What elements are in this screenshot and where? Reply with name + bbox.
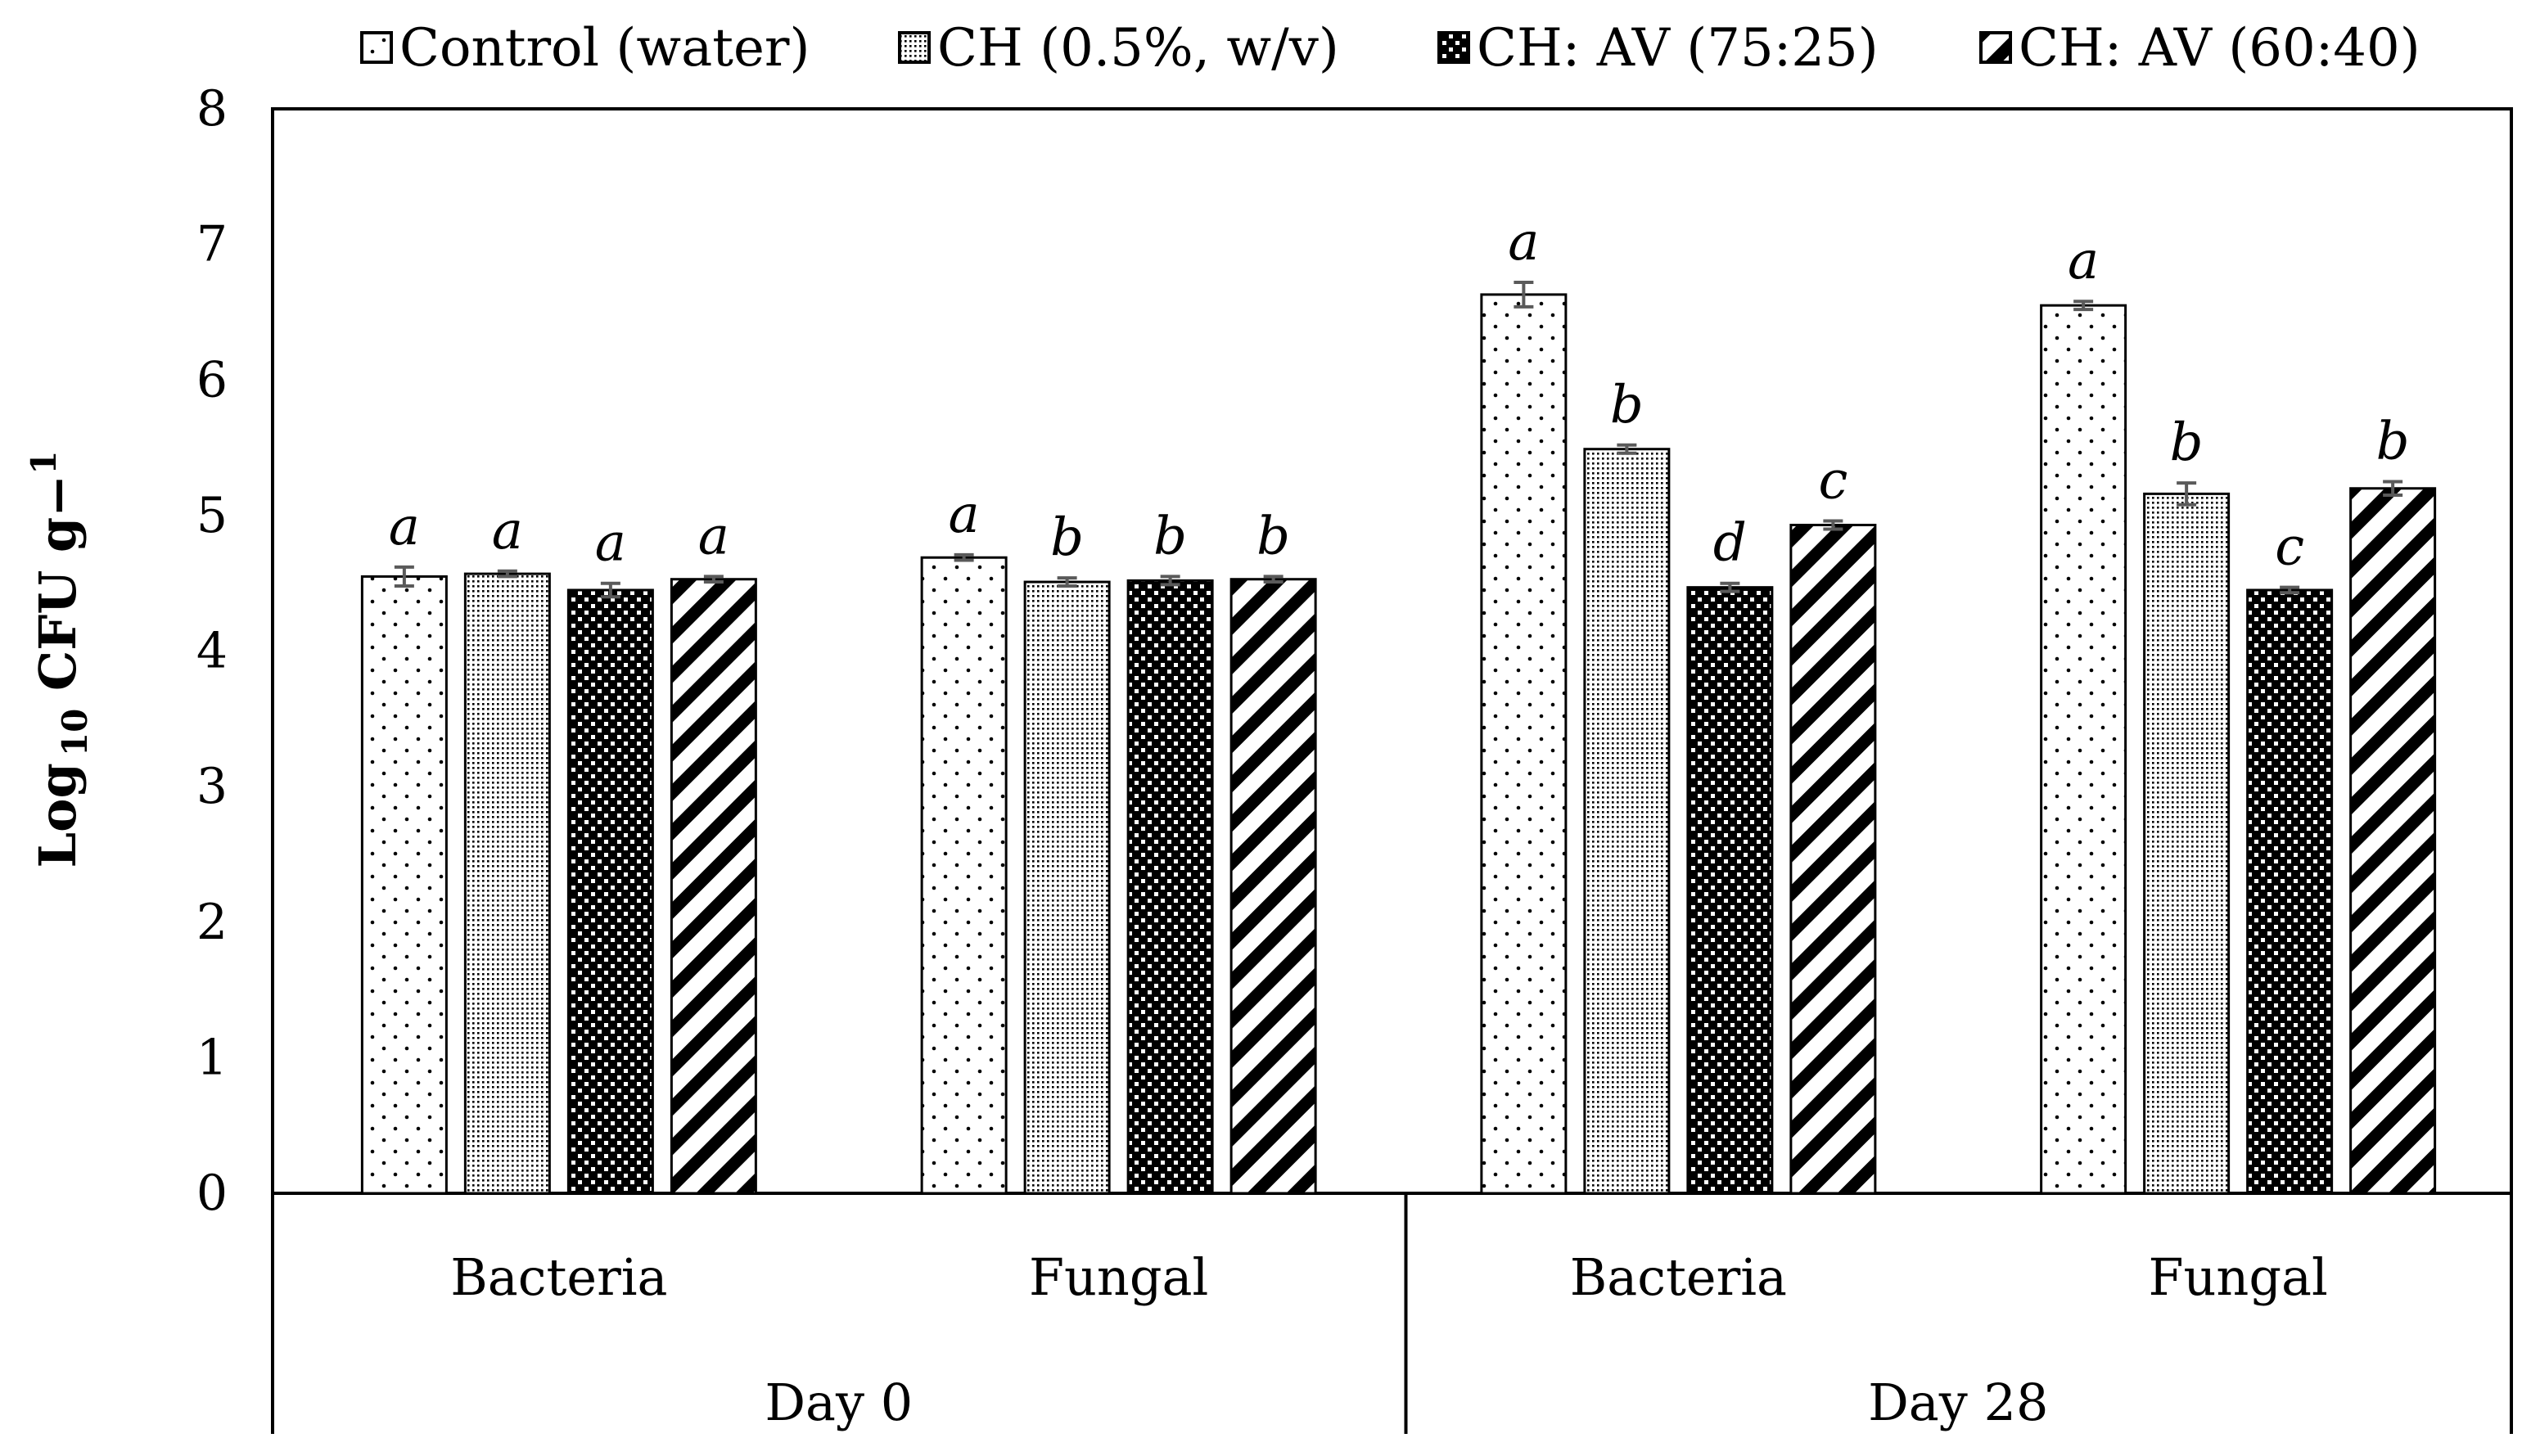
legend-swatch [1437, 31, 1470, 64]
y-tick-label: 6 [196, 351, 228, 408]
legend: Control (water) CH (0.5%, w/v) CH: AV (75:… [360, 18, 2420, 79]
significance-letter: a [389, 497, 420, 557]
y-axis-label: Log10 CFU g−1 [24, 451, 95, 868]
y-tick-label: 1 [196, 1029, 228, 1086]
bar [2349, 487, 2437, 1195]
significance-letter: d [1713, 513, 1747, 574]
y-tick-label: 7 [196, 216, 228, 273]
significance-letter: c [2275, 517, 2304, 578]
bar [2246, 588, 2334, 1195]
y-tick-label: 3 [196, 758, 228, 815]
bar [2143, 492, 2231, 1195]
bar [1126, 579, 1214, 1195]
bar [1686, 586, 1774, 1195]
bar [360, 575, 448, 1195]
bar [1789, 523, 1877, 1195]
plot-frame [271, 107, 2513, 1195]
bars: a a a a a b b b a b d c a b c b [360, 212, 2437, 1195]
axes: 0 1 2 3 4 5 6 7 8 [196, 80, 2513, 1434]
significance-letter: b [1050, 507, 1084, 568]
legend-label: CH: AV (60:40) [2019, 18, 2420, 79]
bar [920, 556, 1008, 1195]
bar [1583, 448, 1671, 1195]
y-tick-label: 5 [196, 487, 228, 544]
bar [2040, 304, 2127, 1195]
y-tick-label: 0 [196, 1165, 228, 1222]
significance-letter: b [1153, 506, 1187, 566]
category-label: Bacteria [1570, 1247, 1787, 1307]
legend-swatch [360, 31, 393, 64]
category-label: Bacteria [450, 1247, 667, 1307]
significance-letter: c [1818, 451, 1847, 512]
category-label: Fungal [2148, 1247, 2327, 1307]
y-tick-label: 4 [196, 623, 228, 680]
bar [463, 572, 551, 1195]
significance-letter: a [949, 485, 980, 545]
legend-label: CH: AV (75:25) [1477, 18, 1879, 79]
significance-letter: a [2068, 231, 2099, 291]
legend-label: Control (water) [399, 18, 810, 79]
significance-letter: a [492, 501, 523, 561]
significance-letter: b [2376, 411, 2410, 471]
bar [566, 588, 654, 1195]
significance-letter: a [595, 513, 626, 574]
significance-letter: a [1508, 212, 1539, 273]
significance-letter: b [1610, 375, 1644, 435]
bar [1480, 293, 1568, 1195]
legend-swatch [898, 31, 931, 64]
bar [670, 578, 757, 1195]
legend-swatch [1979, 31, 2012, 64]
y-tick-label: 8 [196, 80, 228, 137]
bar [1229, 578, 1317, 1195]
legend-label: CH (0.5%, w/v) [937, 18, 1339, 79]
significance-letter: a [698, 506, 729, 566]
y-tick-label: 2 [196, 894, 228, 951]
significance-letter: b [2170, 412, 2204, 473]
group-label: Day 0 [765, 1373, 913, 1432]
significance-letter: b [1256, 506, 1290, 566]
category-label: Fungal [1029, 1247, 1208, 1307]
bar [1023, 580, 1111, 1195]
axis-labels: Log10 CFU g−1 Bacteria Fungal Bacteria Funga… [24, 451, 2328, 1432]
group-label: Day 28 [1868, 1373, 2048, 1432]
